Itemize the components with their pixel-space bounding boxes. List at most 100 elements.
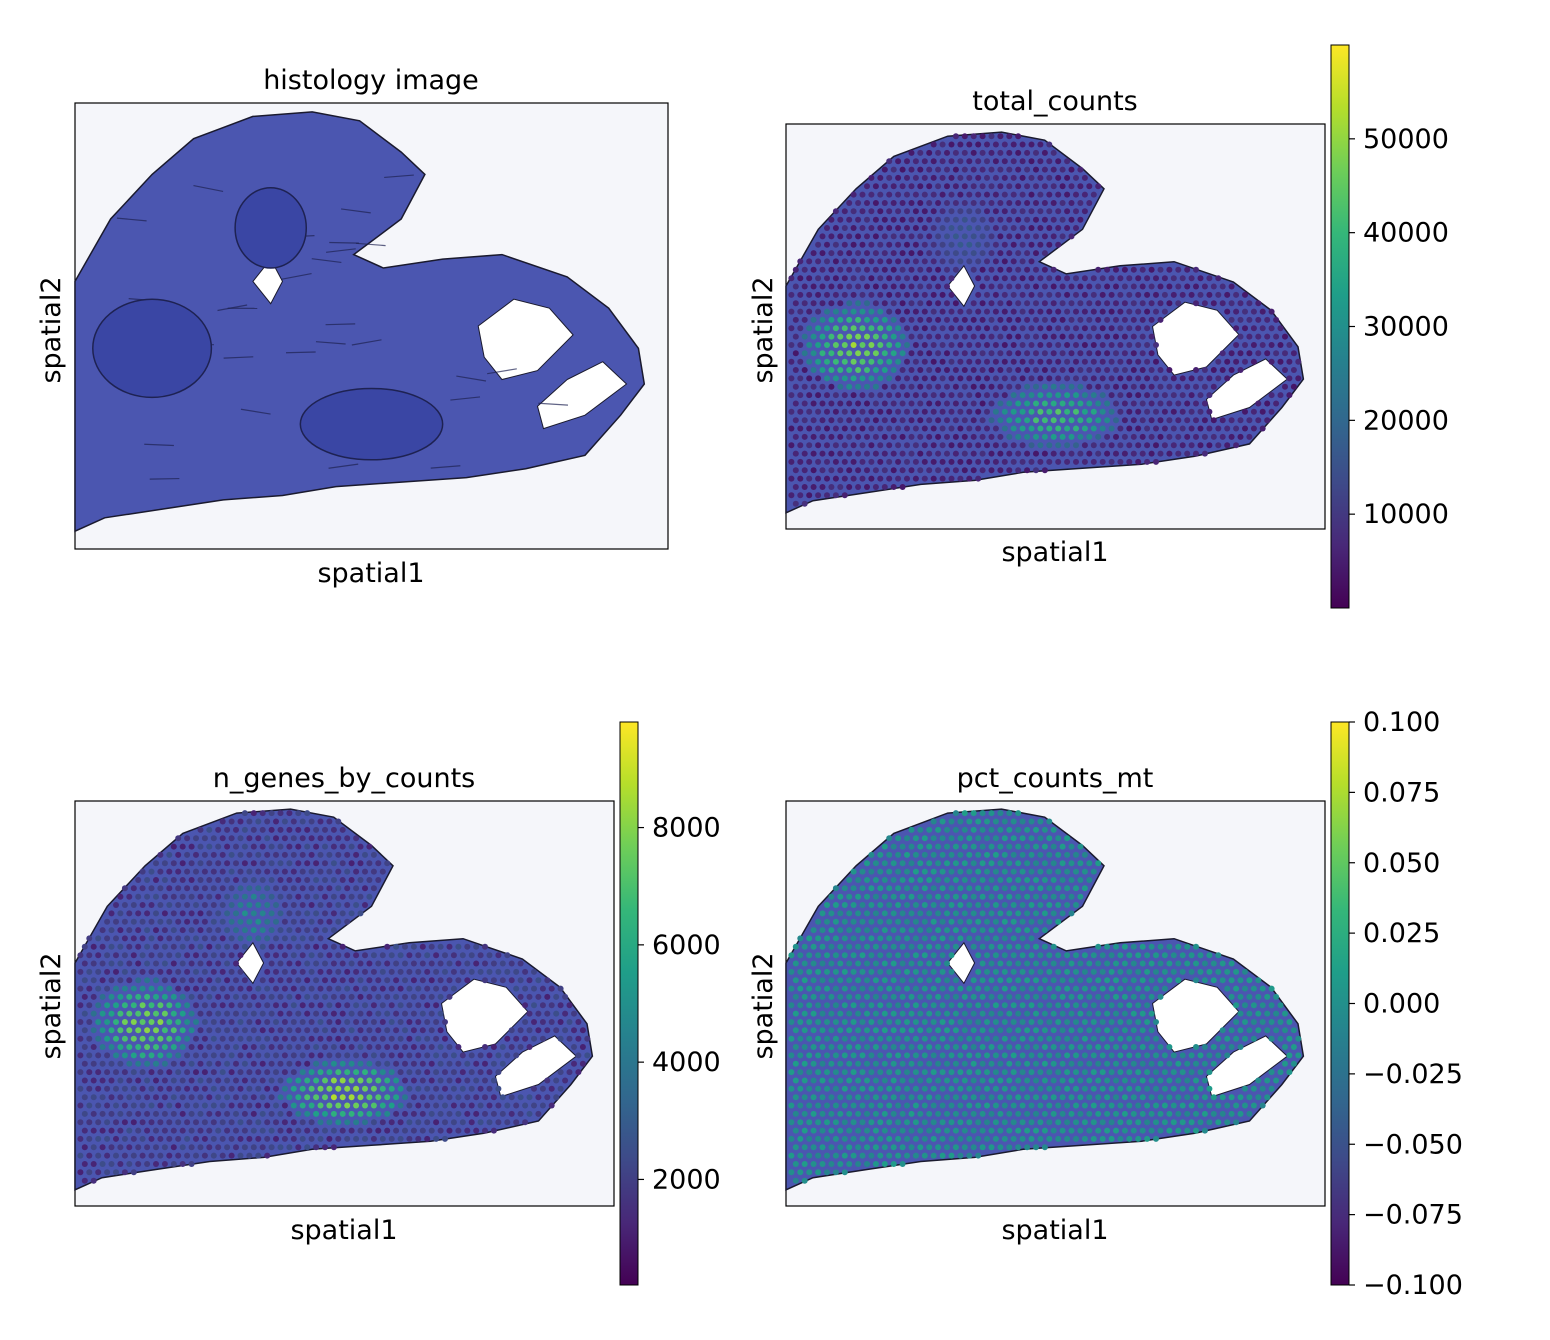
data-spot: [402, 1094, 408, 1101]
data-spot: [1139, 283, 1146, 290]
data-spot: [984, 425, 990, 432]
data-spot: [277, 1127, 284, 1134]
data-spot: [1144, 358, 1151, 365]
data-spot: [1028, 1135, 1035, 1142]
data-spot: [135, 993, 142, 1000]
data-spot: [970, 467, 977, 474]
data-spot: [877, 475, 884, 482]
data-spot: [806, 392, 813, 399]
data-spot: [801, 977, 808, 984]
data-spot: [992, 1102, 999, 1109]
data-spot: [157, 1069, 164, 1076]
data-spot: [935, 183, 942, 190]
data-spot: [992, 868, 999, 875]
data-spot: [899, 484, 906, 490]
data-spot: [1135, 342, 1142, 348]
data-spot: [1197, 275, 1204, 282]
data-spot: [1006, 166, 1013, 173]
data-spot: [824, 952, 830, 959]
data-spot: [1064, 392, 1071, 399]
data-spot: [1206, 1119, 1213, 1126]
data-spot: [504, 952, 511, 959]
data-spot: [362, 902, 368, 908]
data-spot: [850, 308, 857, 315]
data-spot: [1108, 392, 1115, 399]
data-spot: [837, 350, 844, 357]
data-spot: [859, 1069, 866, 1076]
data-spot: [406, 1069, 413, 1076]
data-spot: [1130, 977, 1137, 984]
data-spot: [224, 993, 231, 1000]
data-spot: [1019, 868, 1026, 875]
data-spot: [322, 877, 328, 883]
data-spot: [904, 851, 910, 858]
panel-histology: histology image spatial1 spatial2: [36, 65, 669, 589]
data-spot: [161, 1127, 168, 1134]
data-spot: [952, 893, 959, 900]
data-spot: [490, 1094, 497, 1101]
data-spot: [832, 1035, 839, 1042]
data-spot: [1001, 935, 1008, 942]
data-spot: [832, 968, 839, 975]
data-spot: [868, 258, 875, 265]
data-spot: [988, 417, 995, 424]
data-spot: [881, 1044, 888, 1050]
data-spot: [886, 851, 893, 858]
data-spot: [926, 316, 933, 323]
data-spot: [1157, 316, 1164, 323]
data-spot: [393, 1110, 400, 1117]
data-spot: [130, 985, 137, 992]
data-spot: [850, 902, 857, 908]
data-spot: [1228, 350, 1235, 357]
data-spot: [1153, 375, 1159, 382]
data-spot: [841, 208, 848, 215]
data-spot: [1041, 1010, 1048, 1017]
data-spot: [308, 851, 315, 858]
data-spot: [868, 225, 875, 231]
data-spot: [868, 1102, 875, 1109]
data-spot: [926, 350, 933, 357]
data-spot: [384, 1060, 391, 1067]
data-spot: [948, 408, 955, 415]
data-spot: [832, 1119, 839, 1126]
data-spot: [912, 835, 919, 842]
data-spot: [966, 158, 973, 165]
data-spot: [375, 860, 382, 867]
data-spot: [930, 475, 937, 482]
data-spot: [117, 927, 124, 934]
data-spot: [1010, 408, 1017, 415]
data-spot: [801, 993, 808, 1000]
data-spot: [1219, 433, 1226, 440]
data-spot: [104, 1135, 111, 1142]
data-spot: [539, 1085, 546, 1092]
data-spot: [1006, 977, 1013, 984]
data-spot: [437, 1044, 444, 1050]
data-spot: [1179, 1119, 1186, 1126]
data-spot: [957, 851, 964, 858]
data-spot: [904, 1152, 910, 1159]
data-spot: [1046, 1069, 1053, 1076]
data-spot: [815, 918, 822, 925]
data-spot: [1210, 1060, 1217, 1067]
data-spot: [370, 851, 377, 858]
data-spot: [375, 1010, 382, 1017]
data-spot: [984, 1002, 990, 1009]
data-spot: [157, 952, 164, 959]
data-spot: [1059, 300, 1066, 307]
data-spot: [1068, 993, 1075, 1000]
data-spot: [437, 943, 444, 950]
data-spot: [197, 1077, 204, 1084]
data-spot: [1024, 166, 1031, 173]
data-spot: [1193, 383, 1199, 390]
data-spot: [1059, 1094, 1066, 1101]
data-spot: [944, 843, 950, 850]
data-spot: [1010, 968, 1017, 975]
data-spot: [1006, 1077, 1013, 1084]
data-spot: [1037, 985, 1044, 992]
data-spot: [1206, 442, 1213, 449]
data-spot: [997, 810, 1004, 817]
data-spot: [1090, 375, 1097, 382]
data-spot: [850, 918, 857, 925]
data-spot: [792, 1060, 799, 1067]
data-spot: [899, 1144, 906, 1151]
